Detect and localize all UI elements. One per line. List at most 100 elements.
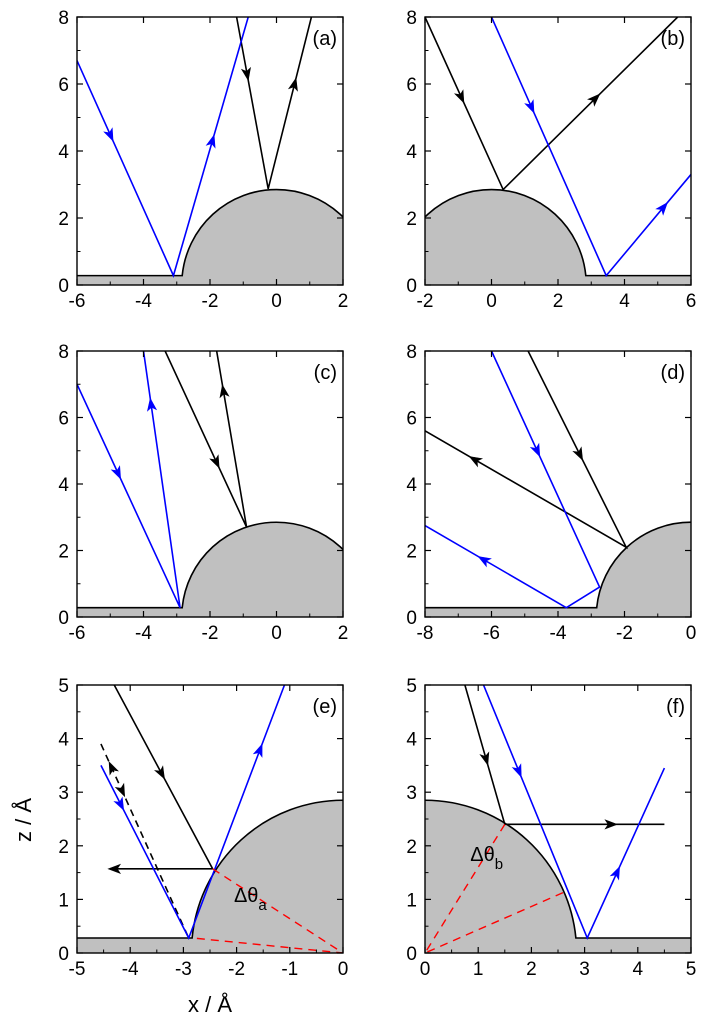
y-tick-label: 2 (58, 837, 69, 858)
x-tick-label: -2 (228, 959, 245, 980)
panel-label: (d) (661, 362, 685, 384)
y-tick-label: 1 (406, 890, 417, 911)
x-tick-label: -5 (69, 959, 86, 980)
arrowhead (287, 77, 298, 92)
arrowhead (110, 465, 122, 480)
arrowhead (655, 201, 668, 216)
x-tick-label: 0 (338, 959, 349, 980)
panel-c: -6 -4 -2 0 2 0 2 4 6 8 (c) (58, 342, 348, 644)
substrate-outline (425, 521, 691, 609)
arrowhead (240, 66, 251, 82)
delta-theta-label: Δθa (234, 885, 267, 914)
y-tick-label: 6 (58, 75, 69, 96)
y-tick-label: 6 (58, 409, 69, 430)
blue-ray-1 (425, 351, 601, 609)
delta-theta-label: Δθb (470, 844, 503, 873)
y-tick-label: 8 (406, 8, 417, 29)
x-tick-label: 6 (686, 291, 697, 312)
y-tick-label: 4 (58, 475, 69, 496)
substrate-outline (77, 521, 343, 609)
y-tick-label: 5 (406, 676, 417, 697)
x-tick-label: -3 (175, 959, 192, 980)
blue-ray-1 (77, 351, 181, 609)
arrowhead (154, 765, 165, 780)
panel-d: -8 -6 -4 -2 0 0 2 4 6 8 (d) (406, 342, 697, 644)
arrowhead (113, 796, 125, 811)
x-tick-label: 1 (473, 959, 484, 980)
x-tick-label: 2 (553, 291, 564, 312)
x-tick-label: -8 (417, 623, 434, 644)
x-axis-title: x / Å (188, 992, 232, 1017)
black-ray-0 (464, 685, 665, 826)
arrowhead (146, 397, 158, 412)
arrowhead (114, 782, 126, 798)
arrowhead (209, 454, 220, 469)
y-tick-label: 4 (58, 142, 69, 163)
substrate-outline (77, 188, 343, 277)
x-tick-label: -2 (202, 291, 219, 312)
x-tick-label: 0 (486, 291, 497, 312)
red-dashed-ray-3 (192, 868, 343, 953)
panel-label: (a) (313, 28, 337, 50)
arrowhead (477, 556, 492, 568)
x-tick-label: -1 (281, 959, 298, 980)
arrowhead (219, 384, 230, 399)
red-dashed-ray-2 (425, 823, 567, 953)
y-tick-label: 2 (406, 542, 417, 563)
arrowhead (252, 743, 263, 758)
x-tick-label: 3 (579, 959, 590, 980)
y-tick-label: 8 (58, 8, 69, 29)
black-dashed-ray-1 (100, 743, 190, 939)
x-tick-label: 0 (271, 623, 282, 644)
substrate-fill (77, 189, 343, 285)
x-tick-label: -6 (483, 623, 500, 644)
black-ray-0 (235, 17, 313, 190)
arrowhead (524, 99, 535, 114)
y-tick-label: 5 (58, 676, 69, 697)
x-tick-label: 0 (686, 623, 697, 644)
y-tick-label: 2 (406, 837, 417, 858)
black-ray-0 (425, 351, 629, 550)
x-tick-label: 2 (338, 291, 349, 312)
x-tick-label: -4 (135, 291, 152, 312)
x-tick-label: 5 (686, 959, 697, 980)
arrowhead (103, 127, 114, 142)
arrowhead (587, 93, 601, 107)
substrate-fill (425, 522, 691, 617)
y-tick-label: 2 (406, 209, 417, 230)
y-tick-label: 0 (58, 608, 69, 629)
panel-label: (f) (666, 696, 685, 718)
arrowhead (107, 863, 122, 874)
x-tick-label: -2 (616, 623, 633, 644)
x-tick-label: 2 (526, 959, 537, 980)
arrowhead (453, 89, 465, 104)
x-tick-label: -4 (550, 623, 567, 644)
x-tick-label: 4 (633, 959, 644, 980)
arrowhead (108, 761, 119, 776)
y-tick-label: 4 (406, 142, 417, 163)
y-tick-label: 3 (58, 783, 69, 804)
x-tick-label: 4 (619, 291, 630, 312)
x-tick-label: 0 (420, 959, 431, 980)
x-tick-label: -4 (135, 623, 152, 644)
arrowhead (572, 446, 584, 461)
y-tick-label: 4 (58, 730, 69, 751)
y-tick-label: 0 (406, 608, 417, 629)
arrowhead (479, 751, 490, 766)
x-tick-label: 0 (271, 291, 282, 312)
y-tick-label: 0 (58, 944, 69, 965)
y-tick-label: 2 (58, 209, 69, 230)
y-tick-label: 4 (406, 730, 417, 751)
y-tick-label: 6 (406, 409, 417, 430)
panel-label: (c) (314, 362, 337, 384)
substrate-outline (425, 188, 691, 277)
y-axis-title: z / Å (11, 798, 36, 842)
y-tick-label: 2 (58, 542, 69, 563)
y-tick-label: 8 (58, 342, 69, 363)
arrowhead (529, 442, 541, 458)
substrate-outline (425, 799, 691, 939)
substrate-fill (77, 800, 343, 953)
arrowhead (511, 763, 522, 778)
arrowhead (468, 456, 484, 468)
